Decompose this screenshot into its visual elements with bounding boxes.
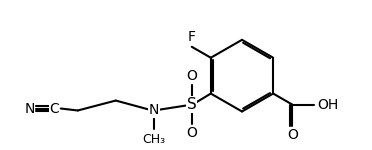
Text: N: N [25,102,35,116]
Text: C: C [49,102,59,116]
Text: O: O [186,126,197,140]
Text: OH: OH [317,98,339,111]
Text: O: O [287,128,298,142]
Text: F: F [188,30,196,44]
Text: N: N [148,103,159,117]
Text: S: S [187,97,197,112]
Text: CH₃: CH₃ [142,133,165,146]
Text: O: O [186,69,197,83]
